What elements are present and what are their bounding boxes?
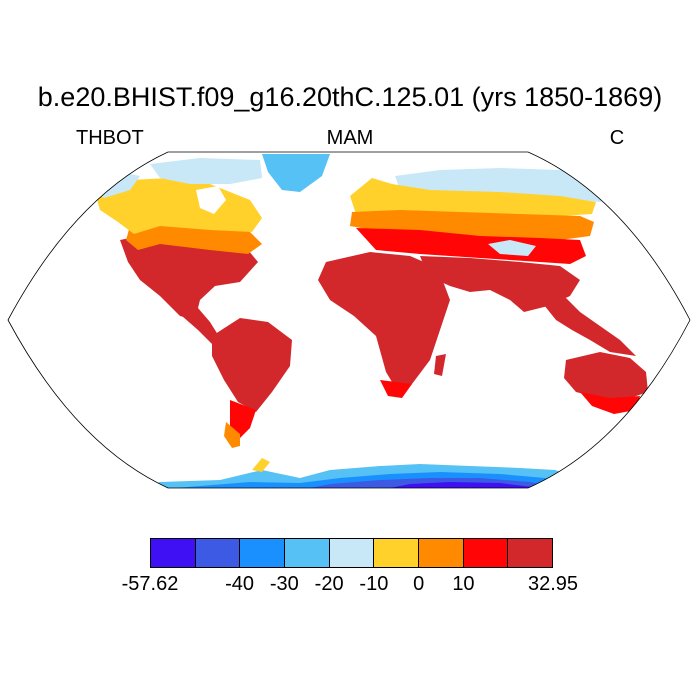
- australia-north: [564, 352, 648, 398]
- colorbar-tick-label: -30: [269, 573, 299, 595]
- antarctica-core: [380, 482, 550, 488]
- map-title: b.e20.BHIST.f09_g16.20thC.125.01 (yrs 18…: [37, 82, 663, 112]
- south-africa: [380, 380, 412, 398]
- colorbar-labels: -57.62 -40 -30 -20 -10 0 10 32.95: [0, 572, 700, 596]
- south-america-south: [230, 400, 256, 440]
- season-label: MAM: [326, 127, 374, 149]
- colorbar-tick-label: -57.62: [121, 573, 179, 595]
- europe-asia-arctic: [395, 168, 612, 202]
- canadian-arctic: [150, 158, 262, 184]
- colorbar-box: [508, 539, 553, 567]
- colorbar-tick-label: 32.95: [527, 573, 579, 595]
- colorbar-tick-label: 0: [413, 573, 425, 595]
- units-label: C: [609, 127, 625, 149]
- colorbar-tick-label: -10: [359, 573, 389, 595]
- scandinavia-siberia-cool: [350, 178, 596, 216]
- patagonia: [224, 422, 240, 448]
- colorbar-box: [240, 539, 286, 567]
- greenland: [262, 154, 330, 192]
- middle-east-south-asia: [420, 256, 580, 312]
- colorbar-box: [195, 539, 241, 567]
- europe-central-asia: [350, 210, 594, 240]
- southeast-asia: [540, 298, 636, 356]
- colorbar-box: [419, 539, 464, 567]
- new-zealand: [644, 396, 666, 424]
- colorbar-tick-label: 10: [452, 573, 475, 595]
- madagascar: [434, 354, 446, 376]
- antarctic-peninsula: [252, 458, 270, 472]
- colorbar: [150, 538, 553, 568]
- globe-outline: [7, 151, 691, 489]
- colorbar-box: [463, 539, 509, 567]
- colorbar-box: [151, 539, 196, 567]
- australia-south: [580, 392, 640, 414]
- tibetan-plateau: [488, 240, 536, 256]
- colorbar-box: [374, 539, 420, 567]
- variable-label: THBOT: [76, 127, 144, 149]
- colorbar-tick-label: -40: [225, 573, 254, 595]
- hudson-bay: [196, 186, 226, 214]
- north-america-warm: [120, 232, 258, 320]
- map-fields: [90, 154, 666, 488]
- south-america-tropics: [212, 318, 292, 412]
- colorbar-box: [285, 539, 330, 567]
- colorbar-tick-label: -20: [314, 573, 344, 595]
- colorbar-box: [329, 539, 375, 567]
- africa: [318, 252, 450, 392]
- central-america: [178, 300, 220, 344]
